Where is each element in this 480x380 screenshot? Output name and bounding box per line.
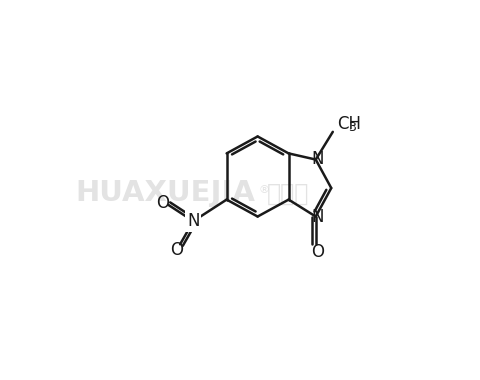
- Text: O: O: [170, 241, 183, 260]
- Text: N: N: [187, 212, 200, 230]
- Text: 3: 3: [348, 121, 356, 134]
- Text: CH: CH: [336, 115, 360, 133]
- Text: N: N: [312, 208, 324, 226]
- Text: 化学加: 化学加: [267, 181, 309, 206]
- Text: HUAXUEJIA: HUAXUEJIA: [75, 179, 255, 207]
- Text: N: N: [312, 150, 324, 168]
- Text: ®: ®: [258, 185, 269, 195]
- Text: O: O: [311, 243, 324, 261]
- Text: O: O: [156, 195, 169, 212]
